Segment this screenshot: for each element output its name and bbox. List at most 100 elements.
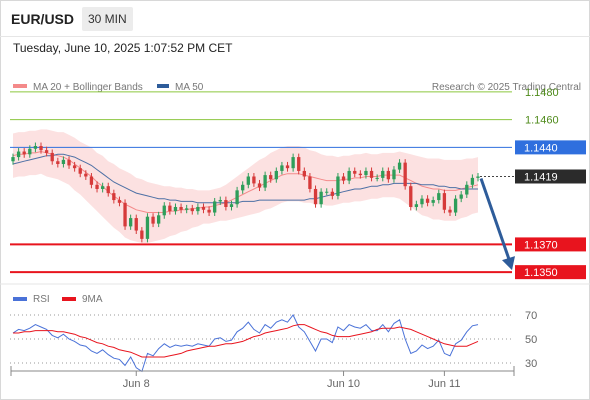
candle-body xyxy=(409,186,413,207)
candle-body xyxy=(431,200,435,203)
price-legend: MA 20 + Bollinger Bands MA 50 Research ©… xyxy=(13,82,581,93)
candle-body xyxy=(140,230,144,239)
candle-body xyxy=(201,206,206,210)
candlestick xyxy=(95,181,99,193)
candle-body xyxy=(285,165,290,169)
candle-body xyxy=(123,202,127,227)
bollinger-band-layer xyxy=(13,129,478,243)
candlestick xyxy=(44,146,49,157)
candlestick xyxy=(285,161,290,172)
candle-body xyxy=(28,148,32,155)
candle-body xyxy=(263,175,267,188)
research-watermark: Research © 2025 Trading Central xyxy=(432,82,581,93)
candle-body xyxy=(392,169,396,180)
rsi-ma-legend-swatch xyxy=(62,297,76,301)
candle-body xyxy=(448,209,452,213)
candle-body xyxy=(269,175,273,180)
chart-header: EUR/USD 30 MIN xyxy=(0,0,590,37)
candlestick xyxy=(11,153,15,165)
rsi-legend: RSI 9MA xyxy=(13,294,103,305)
candle-body xyxy=(325,191,329,193)
ma50-line xyxy=(12,153,478,204)
rsi-line xyxy=(12,314,479,373)
candlestick xyxy=(89,173,94,189)
candlestick xyxy=(179,203,183,214)
forecast-arrow-shaft xyxy=(479,177,512,263)
candlestick xyxy=(470,174,475,189)
candlestick xyxy=(196,203,200,215)
rsi-tick-70: 70 xyxy=(525,310,537,322)
candle-body xyxy=(252,176,256,184)
candlestick xyxy=(341,173,346,185)
timeframe-badge[interactable]: 30 MIN xyxy=(82,7,133,31)
candlestick xyxy=(56,157,60,168)
candle-body xyxy=(22,151,26,155)
ma20-legend-label: MA 20 + Bollinger Bands xyxy=(33,82,143,93)
candle-body xyxy=(16,151,21,158)
candle-body xyxy=(257,183,262,188)
candle-body xyxy=(330,191,334,196)
candlestick xyxy=(151,213,155,228)
candlestick xyxy=(364,167,368,179)
level-label-1.1460: 1.1460 xyxy=(525,115,559,127)
candle-body xyxy=(173,206,178,212)
candlestick xyxy=(392,166,396,183)
candlestick xyxy=(369,167,374,182)
candle-body xyxy=(218,200,222,202)
ma50-legend-swatch xyxy=(157,84,169,88)
candle-body xyxy=(117,200,122,203)
candlestick xyxy=(409,182,413,211)
x-tick-label: Jun 8 xyxy=(123,378,150,390)
candle-body xyxy=(453,198,458,213)
bollinger-band-area xyxy=(13,129,478,243)
candle-body xyxy=(369,170,374,178)
candle-body xyxy=(375,177,379,179)
candle-body xyxy=(106,186,110,194)
ma50-legend-label: MA 50 xyxy=(175,82,204,93)
candlestick xyxy=(67,156,71,169)
candlestick xyxy=(246,173,250,189)
candle-body xyxy=(319,191,323,205)
candlestick xyxy=(128,214,133,230)
candle-body xyxy=(84,173,88,177)
candle-body xyxy=(157,215,161,224)
candlestick xyxy=(302,167,306,180)
rsi-tick-30: 30 xyxy=(525,358,537,370)
candlestick xyxy=(386,167,391,183)
price-levels xyxy=(10,91,512,274)
candlestick xyxy=(297,153,301,175)
candle-body xyxy=(112,193,116,201)
candle-body xyxy=(341,176,346,181)
candlestick xyxy=(291,153,295,172)
candlestick xyxy=(476,173,480,182)
candle-body xyxy=(476,176,480,178)
candle-body xyxy=(72,165,77,169)
candle-body xyxy=(280,165,284,171)
candle-body xyxy=(442,193,447,210)
candle-body xyxy=(56,161,60,165)
candle-body xyxy=(403,162,407,187)
x-axis: Jun 8 Jun 10 Jun 11 xyxy=(10,366,515,390)
rsi-ma-line xyxy=(13,324,479,358)
candlestick xyxy=(72,161,77,172)
candlestick xyxy=(319,188,323,208)
level-badge-1.1350 xyxy=(515,265,586,280)
level-label-1.1350: 1.1350 xyxy=(524,267,558,279)
candle-body xyxy=(229,204,234,207)
candlesticks xyxy=(11,142,480,243)
level-label-1.1480: 1.1480 xyxy=(525,87,559,99)
candlestick xyxy=(325,188,329,196)
candlestick xyxy=(213,197,217,216)
candlestick xyxy=(201,203,206,214)
candle-body xyxy=(89,176,94,185)
candle-body xyxy=(185,208,189,210)
candle-body xyxy=(190,208,194,212)
candlestick xyxy=(106,182,110,197)
candle-body xyxy=(128,218,133,227)
candle-body xyxy=(291,157,295,169)
candlestick xyxy=(224,196,228,211)
candle-body xyxy=(196,206,200,212)
ma20-line xyxy=(12,150,479,213)
x-tick-label: Jun 11 xyxy=(428,378,460,390)
